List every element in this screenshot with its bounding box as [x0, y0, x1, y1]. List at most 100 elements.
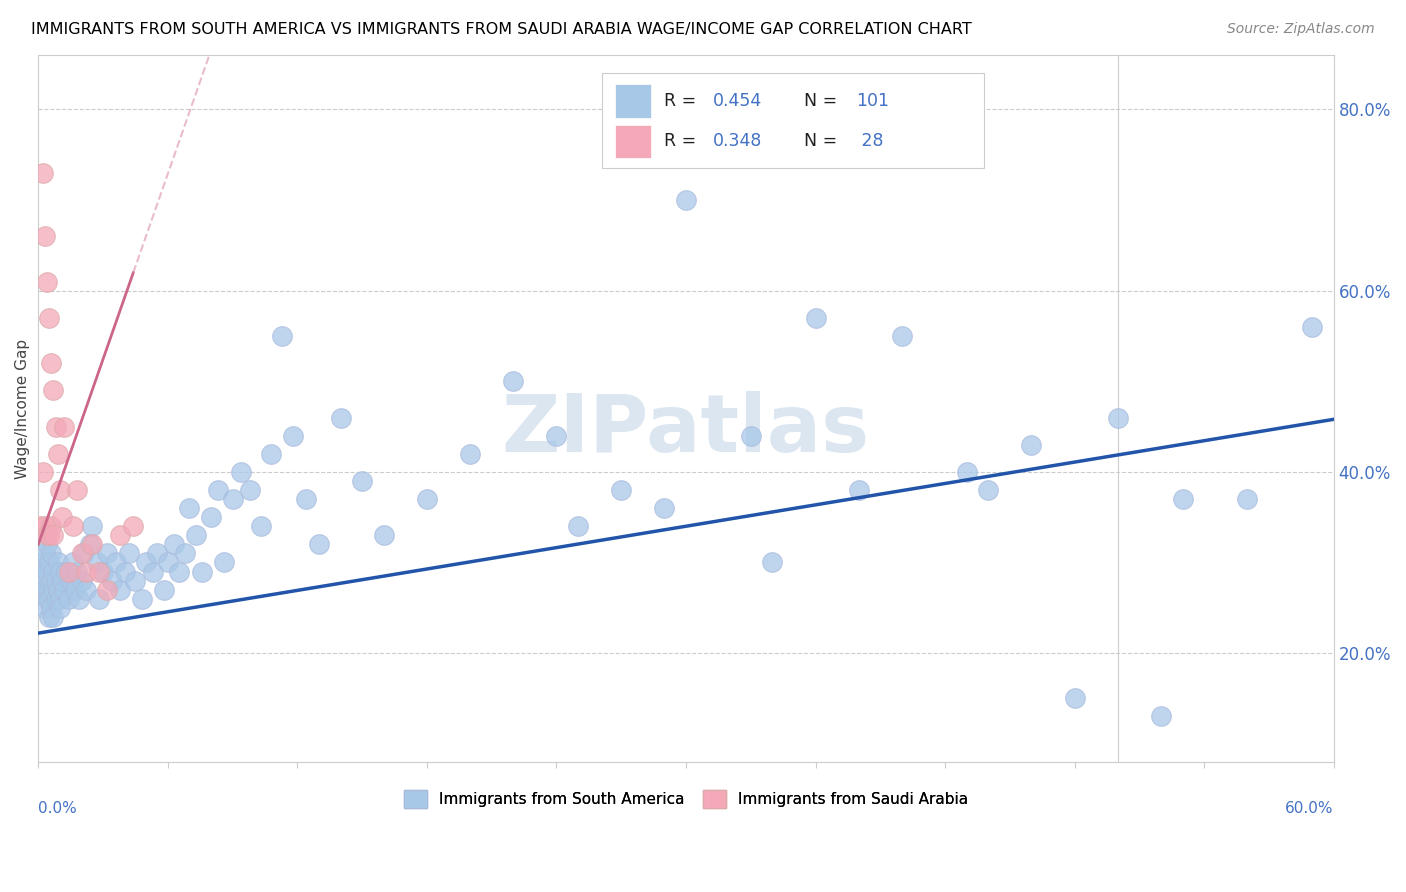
Point	[163, 537, 186, 551]
Point	[761, 556, 783, 570]
Point	[96, 582, 118, 597]
Point	[167, 565, 190, 579]
Y-axis label: Wage/Income Gap: Wage/Income Gap	[15, 338, 30, 478]
Point	[75, 582, 97, 597]
Point	[114, 565, 136, 579]
Point	[1063, 691, 1085, 706]
Point	[62, 519, 84, 533]
Point	[271, 329, 294, 343]
Point	[49, 483, 72, 497]
Point	[30, 565, 52, 579]
Legend: Immigrants from South America, Immigrants from Saudi Arabia: Immigrants from South America, Immigrant…	[398, 784, 974, 814]
Text: 101: 101	[856, 93, 889, 111]
Point	[1107, 410, 1129, 425]
Point	[308, 537, 330, 551]
Point	[1236, 491, 1258, 506]
Text: N =: N =	[804, 133, 842, 151]
Point	[39, 600, 62, 615]
Point	[51, 510, 73, 524]
Point	[30, 519, 52, 533]
Point	[66, 565, 89, 579]
Point	[373, 528, 395, 542]
Point	[977, 483, 1000, 497]
Point	[110, 528, 132, 542]
Point	[38, 582, 60, 597]
Point	[35, 565, 58, 579]
Point	[191, 565, 214, 579]
Point	[45, 591, 67, 606]
Point	[295, 491, 318, 506]
Point	[249, 519, 271, 533]
Point	[231, 465, 253, 479]
Point	[38, 310, 60, 325]
Point	[502, 374, 524, 388]
Point	[675, 193, 697, 207]
Point	[42, 582, 65, 597]
Point	[956, 465, 979, 479]
FancyBboxPatch shape	[602, 73, 984, 169]
Point	[152, 582, 174, 597]
Point	[239, 483, 262, 497]
Point	[179, 501, 201, 516]
Point	[39, 574, 62, 588]
Text: 60.0%: 60.0%	[1285, 801, 1334, 815]
Point	[39, 519, 62, 533]
Point	[55, 565, 77, 579]
FancyBboxPatch shape	[614, 85, 651, 119]
Point	[35, 528, 58, 542]
Text: N =: N =	[804, 93, 842, 111]
Point	[35, 537, 58, 551]
Point	[96, 546, 118, 560]
Point	[654, 501, 676, 516]
Point	[546, 428, 568, 442]
Point	[352, 474, 374, 488]
Point	[58, 565, 80, 579]
Point	[118, 546, 141, 560]
Point	[34, 600, 56, 615]
Point	[39, 356, 62, 370]
Point	[740, 428, 762, 442]
Text: R =: R =	[664, 93, 702, 111]
Point	[82, 537, 104, 551]
Point	[70, 574, 93, 588]
Point	[34, 546, 56, 560]
Point	[35, 275, 58, 289]
Point	[1301, 320, 1323, 334]
Point	[100, 574, 122, 588]
Point	[49, 591, 72, 606]
Point	[42, 565, 65, 579]
Point	[31, 465, 53, 479]
Point	[110, 582, 132, 597]
Point	[31, 166, 53, 180]
Point	[184, 528, 207, 542]
Point	[49, 600, 72, 615]
Text: ZIPatlas: ZIPatlas	[502, 391, 870, 468]
Point	[131, 591, 153, 606]
Point	[51, 574, 73, 588]
Point	[86, 556, 108, 570]
Point	[31, 556, 53, 570]
Point	[1021, 438, 1043, 452]
Point	[124, 574, 146, 588]
Point	[35, 591, 58, 606]
Point	[890, 329, 912, 343]
Point	[70, 546, 93, 560]
Point	[62, 556, 84, 570]
Point	[31, 582, 53, 597]
Point	[45, 419, 67, 434]
Point	[42, 384, 65, 398]
Point	[122, 519, 145, 533]
Point	[53, 582, 76, 597]
Text: 28: 28	[856, 133, 883, 151]
Point	[79, 537, 101, 551]
Point	[46, 447, 69, 461]
Point	[458, 447, 481, 461]
Text: IMMIGRANTS FROM SOUTH AMERICA VS IMMIGRANTS FROM SAUDI ARABIA WAGE/INCOME GAP CO: IMMIGRANTS FROM SOUTH AMERICA VS IMMIGRA…	[31, 22, 972, 37]
Point	[34, 574, 56, 588]
Point	[260, 447, 283, 461]
Point	[156, 556, 179, 570]
Point	[329, 410, 352, 425]
Point	[1365, 410, 1388, 425]
Text: 0.0%: 0.0%	[38, 801, 77, 815]
Text: R =: R =	[664, 133, 702, 151]
